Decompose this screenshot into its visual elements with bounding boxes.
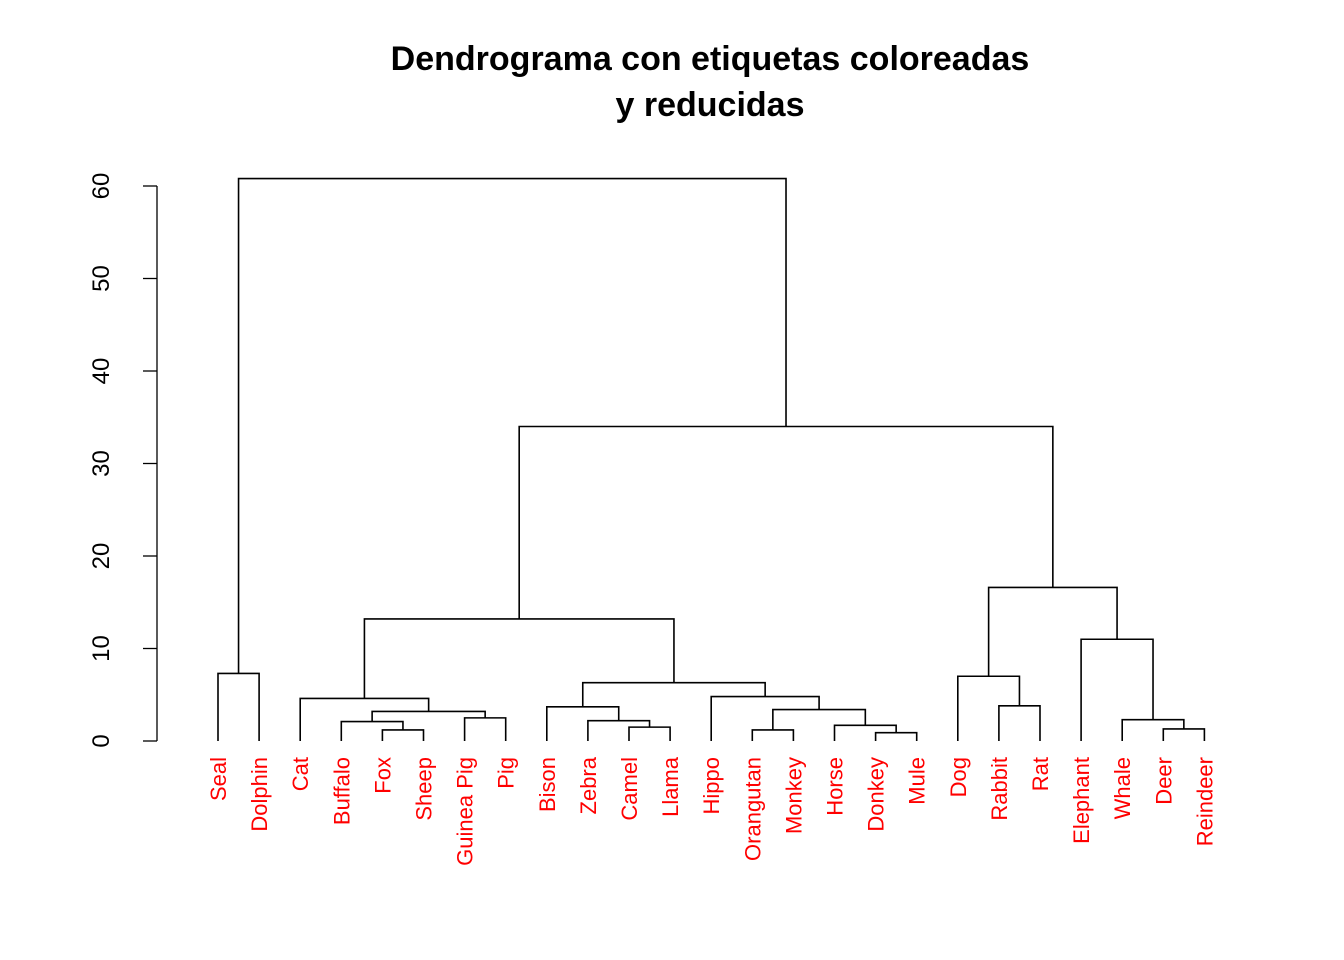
- leaf-label: Elephant: [1069, 757, 1094, 844]
- leaf-label: Reindeer: [1192, 757, 1217, 846]
- leaf-label: Dolphin: [247, 757, 272, 832]
- merge-link-15: [363, 618, 675, 699]
- leaf-labels: Seal Dolphin Cat Buffalo Fox Sheep Guinea Pig P…: [206, 756, 1217, 866]
- leaf-label: Deer: [1151, 757, 1176, 805]
- y-tick-label: 20: [88, 543, 115, 570]
- merge-link-9: [751, 729, 795, 741]
- leaf-label: Bison: [535, 757, 560, 812]
- leaf-label: Dog: [946, 757, 971, 797]
- y-tick-label: 30: [88, 450, 115, 477]
- leaf-label: Monkey: [781, 757, 806, 834]
- merge-link-20: [1080, 638, 1154, 741]
- y-tick-label: 60: [88, 173, 115, 200]
- leaf-label: Rabbit: [987, 757, 1012, 821]
- merge-link-13: [710, 695, 820, 741]
- leaf-label: Fox: [370, 757, 395, 794]
- merge-link-4: [371, 710, 486, 722]
- leaf-label: Donkey: [864, 757, 889, 832]
- leaf-label: Buffalo: [329, 757, 354, 825]
- chart-title: Dendrograma con etiquetas coloreadas y r…: [0, 36, 1344, 128]
- y-tick-label: 0: [88, 734, 115, 747]
- leaf-label: Whale: [1110, 757, 1135, 819]
- y-tick-label: 50: [88, 265, 115, 292]
- leaf-label: Mule: [905, 757, 930, 805]
- merge-link-23: [237, 177, 787, 674]
- merge-link-17: [957, 675, 1021, 741]
- merge-link-3: [463, 717, 507, 741]
- merge-link-7: [587, 719, 651, 741]
- y-tick-label: 10: [88, 635, 115, 662]
- leaf-label: Cat: [288, 757, 313, 791]
- leaf-label: Camel: [617, 757, 642, 821]
- merge-link-1: [381, 729, 425, 741]
- leaf-label: Orangutan: [740, 757, 765, 861]
- merge-link-2: [340, 720, 404, 741]
- leaf-label: Horse: [823, 757, 848, 816]
- merge-link-10: [874, 731, 918, 741]
- merge-link-22: [518, 425, 1054, 619]
- merge-link-6: [628, 726, 671, 741]
- y-tick-label: 40: [88, 358, 115, 385]
- chart-title-line-2: y reducidas: [615, 86, 805, 124]
- leaf-label: Zebra: [576, 756, 601, 814]
- leaf-label: Rat: [1028, 757, 1053, 791]
- chart-title-line-1: Dendrograma con etiquetas coloreadas: [390, 40, 1030, 78]
- merge-link-21: [987, 586, 1118, 677]
- leaf-label: Seal: [206, 757, 231, 801]
- merge-link-5: [299, 697, 430, 741]
- merge-link-8: [546, 705, 620, 741]
- leaf-label: Hippo: [699, 757, 724, 814]
- merge-link-0: [217, 672, 260, 741]
- merge-link-18: [1162, 728, 1206, 741]
- y-axis: 0 10 20 30 40 50 60: [88, 173, 158, 748]
- leaf-label: Pig: [494, 757, 519, 789]
- merge-link-14: [581, 681, 766, 707]
- leaf-label: Sheep: [412, 757, 437, 821]
- leaf-label: Llama: [658, 756, 683, 817]
- dendrogram-links: [217, 177, 1206, 741]
- merge-link-12: [772, 708, 867, 730]
- leaf-label: Guinea Pig: [453, 757, 478, 866]
- merge-link-16: [998, 705, 1041, 741]
- merge-link-19: [1121, 718, 1185, 741]
